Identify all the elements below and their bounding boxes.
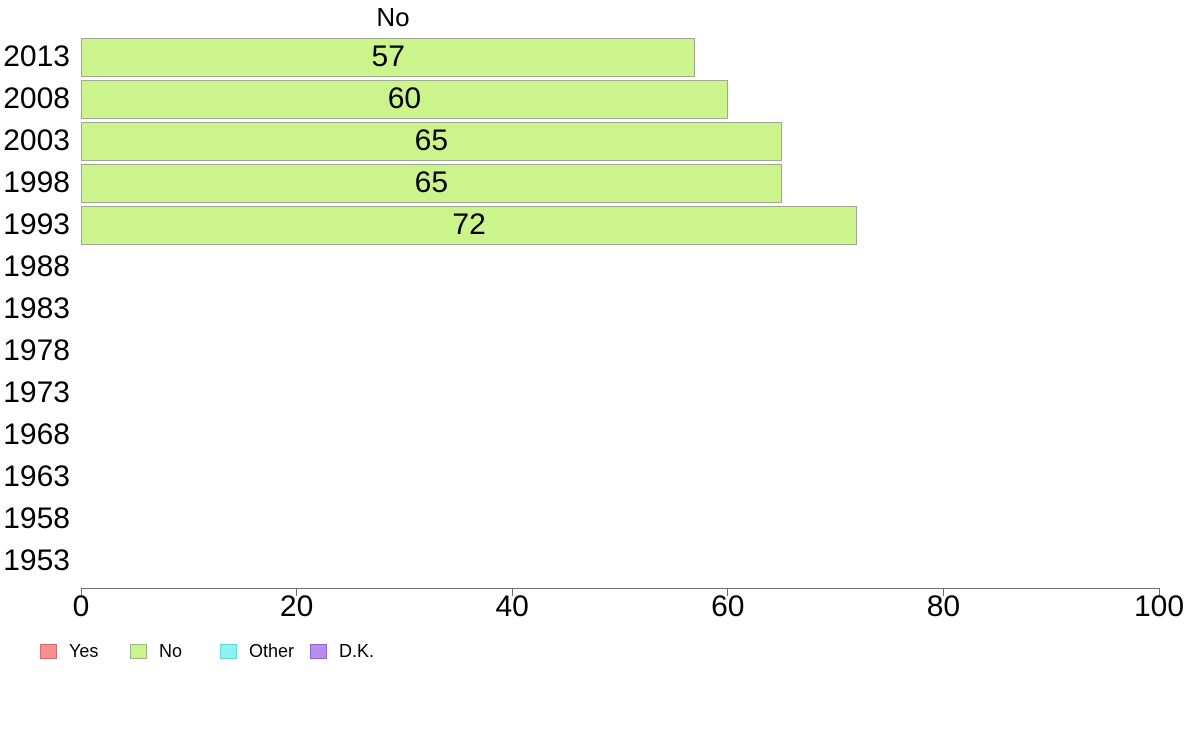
y-axis-label: 1988 <box>3 250 70 283</box>
y-axis-label: 1958 <box>3 502 70 535</box>
y-axis-label: 1968 <box>3 418 70 451</box>
y-axis-label: 2008 <box>3 82 70 115</box>
legend-label: No <box>159 641 183 661</box>
bar-1993: 72 <box>81 205 858 245</box>
y-axis-label: 1993 <box>3 208 70 241</box>
legend-swatch-no <box>130 643 147 659</box>
x-axis-tick <box>1158 588 1160 596</box>
y-axis-label: 1983 <box>3 292 70 325</box>
y-axis-label: 1953 <box>3 544 70 577</box>
x-axis-tick <box>942 588 944 596</box>
legend-item-yes: Yes <box>40 641 130 661</box>
y-axis-label: 2003 <box>3 124 70 157</box>
bar-1998: 65 <box>81 163 782 203</box>
legend-swatch-dk <box>310 643 328 659</box>
bar-value-label: 65 <box>414 166 449 199</box>
y-axis-label: 1998 <box>3 166 70 199</box>
x-axis-tick-label: 40 <box>495 590 529 623</box>
legend-swatch-yes <box>40 643 57 659</box>
y-axis-label: 1978 <box>3 334 70 367</box>
y-axis-label: 2013 <box>3 40 70 73</box>
x-axis-tick-label: 0 <box>72 590 90 623</box>
y-axis-label: 1973 <box>3 376 70 409</box>
x-axis-tick <box>511 588 513 596</box>
bar-2003: 65 <box>81 121 782 161</box>
bar-value-label: 65 <box>414 124 449 157</box>
x-axis-tick <box>80 588 82 596</box>
legend-item-other: Other <box>220 641 310 661</box>
legend-label: Other <box>249 641 295 661</box>
x-axis-tick <box>296 588 298 596</box>
legend-label: Yes <box>69 641 99 661</box>
bar-value-label: 60 <box>387 82 422 115</box>
bar-value-label: 57 <box>371 40 405 73</box>
legend-item-dk: D.K. <box>310 641 400 661</box>
legend: Yes No Other D.K. <box>40 641 400 661</box>
x-axis-line <box>81 588 1159 589</box>
x-axis-tick-label: 20 <box>279 590 314 623</box>
y-axis-label: 1963 <box>3 460 70 493</box>
bar-2008: 60 <box>81 79 728 119</box>
bar-value-label: 72 <box>452 208 486 241</box>
x-axis-tick-label: 100 <box>1133 590 1185 623</box>
x-axis-tick-label: 80 <box>926 590 961 623</box>
x-axis-tick <box>727 588 729 596</box>
legend-swatch-other <box>220 643 237 659</box>
bar-2013: 57 <box>81 37 696 77</box>
x-axis-tick-label: 60 <box>711 590 745 623</box>
chart-title: No <box>376 2 410 32</box>
legend-label: D.K. <box>339 641 375 661</box>
legend-item-no: No <box>130 641 220 661</box>
